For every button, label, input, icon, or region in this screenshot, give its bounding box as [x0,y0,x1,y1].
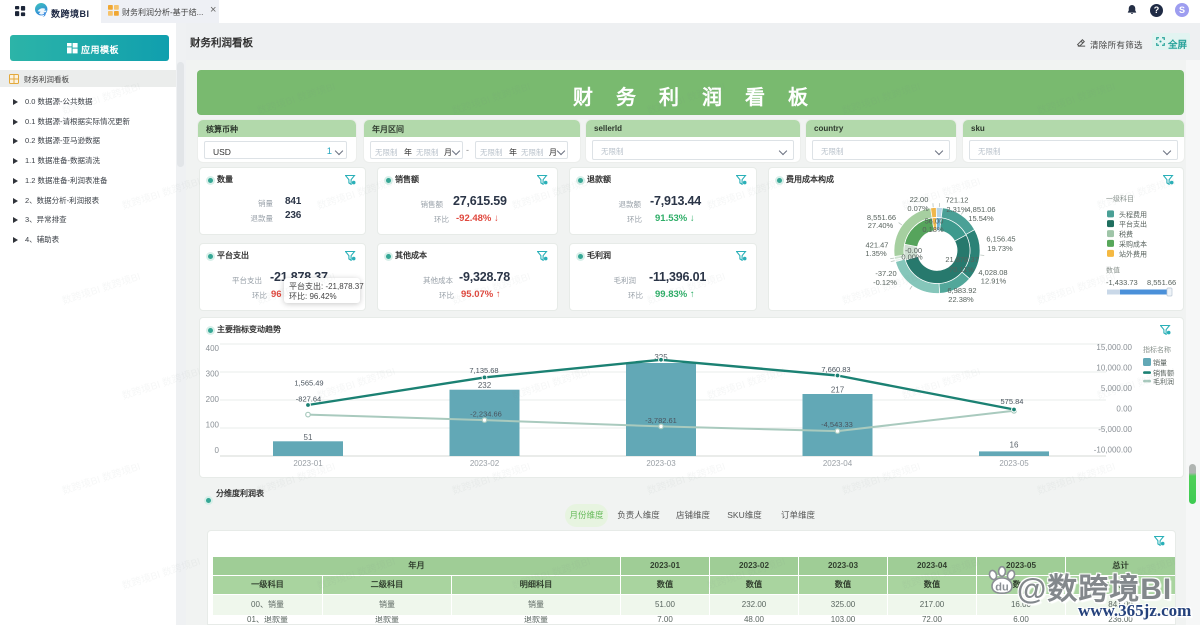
svg-text:毛利润: 毛利润 [1153,377,1174,386]
svg-text:421.47: 421.47 [866,241,889,250]
svg-text:15,000.00: 15,000.00 [1096,343,1132,352]
svg-text:8,551.66: 8,551.66 [867,213,896,222]
svg-text:0.18%: 0.18% [922,225,944,234]
svg-text:2023-05: 2023-05 [999,459,1029,468]
svg-text:-37.20: -37.20 [875,269,896,278]
svg-text:100: 100 [206,421,220,430]
svg-text:5,000.00: 5,000.00 [1101,384,1133,393]
svg-text:-3,782.61: -3,782.61 [645,416,677,425]
svg-text:-4,543.33: -4,543.33 [821,420,853,429]
svg-text:-0.00: -0.00 [905,246,922,255]
svg-text:头程费用: 头程费用 [1119,210,1147,219]
svg-text:70.11%: 70.11% [949,265,974,274]
svg-text:du: du [995,582,1008,594]
svg-text:税费: 税费 [1119,230,1133,239]
svg-text:575.84: 575.84 [1001,397,1024,406]
svg-text:16: 16 [1010,440,1019,449]
svg-text:15.54%: 15.54% [968,214,994,223]
svg-text:400: 400 [206,344,220,353]
svg-text:2023-01: 2023-01 [293,459,323,468]
svg-text:56.00: 56.00 [925,217,944,226]
svg-text:232: 232 [478,381,492,390]
svg-text:0: 0 [215,446,220,455]
svg-text:-2,234.66: -2,234.66 [470,410,502,419]
svg-text:19.73%: 19.73% [987,244,1013,253]
svg-text:4,851.06: 4,851.06 [966,205,995,214]
svg-text:指标名称: 指标名称 [1143,345,1171,354]
svg-text:300: 300 [206,370,220,379]
svg-text:8,551.66: 8,551.66 [1147,278,1176,287]
svg-text:2023-03: 2023-03 [646,459,676,468]
svg-text:10,000.00: 10,000.00 [1096,364,1132,373]
svg-text:-0.12%: -0.12% [873,278,897,287]
svg-text:21,878.37: 21,878.37 [945,255,978,264]
svg-text:22.00: 22.00 [910,195,929,204]
svg-text:7,660.83: 7,660.83 [821,365,850,374]
svg-text:-1,433.73: -1,433.73 [1106,278,1138,287]
svg-text:217: 217 [831,386,845,395]
svg-text:销量: 销量 [1153,358,1167,367]
svg-text:-827.64: -827.64 [296,395,321,404]
svg-text:1.35%: 1.35% [865,249,887,258]
svg-text:-5,000.00: -5,000.00 [1098,425,1132,434]
svg-text:2023-04: 2023-04 [823,459,853,468]
svg-text:数值: 数值 [1106,266,1120,275]
svg-text:2.31%: 2.31% [946,205,968,214]
svg-text:2023-02: 2023-02 [470,459,500,468]
svg-text:0.07%: 0.07% [907,204,929,213]
svg-text:12.91%: 12.91% [981,277,1007,286]
svg-text:销售额: 销售额 [1153,369,1174,378]
svg-text:22.38%: 22.38% [948,295,974,304]
svg-text:一级科目: 一级科目 [1106,194,1134,203]
svg-text:站外费用: 站外费用 [1119,249,1147,258]
svg-text:6,156.45: 6,156.45 [986,235,1015,244]
svg-text:7,135.68: 7,135.68 [469,366,498,375]
svg-text:平台支出: 平台支出 [1119,220,1147,229]
svg-text:采购成本: 采购成本 [1119,239,1147,248]
svg-text:200: 200 [206,395,220,404]
svg-text:1,565.49: 1,565.49 [294,379,323,388]
svg-text:0.00: 0.00 [1116,405,1132,414]
svg-text:-10,000.00: -10,000.00 [1094,446,1133,455]
svg-text:27.40%: 27.40% [868,221,894,230]
svg-text:0.00%: 0.00% [901,253,923,262]
svg-text:721.12: 721.12 [946,196,969,205]
svg-text:4,028.08: 4,028.08 [978,268,1007,277]
svg-text:6,983.92: 6,983.92 [947,286,976,295]
svg-text:51: 51 [304,433,313,442]
